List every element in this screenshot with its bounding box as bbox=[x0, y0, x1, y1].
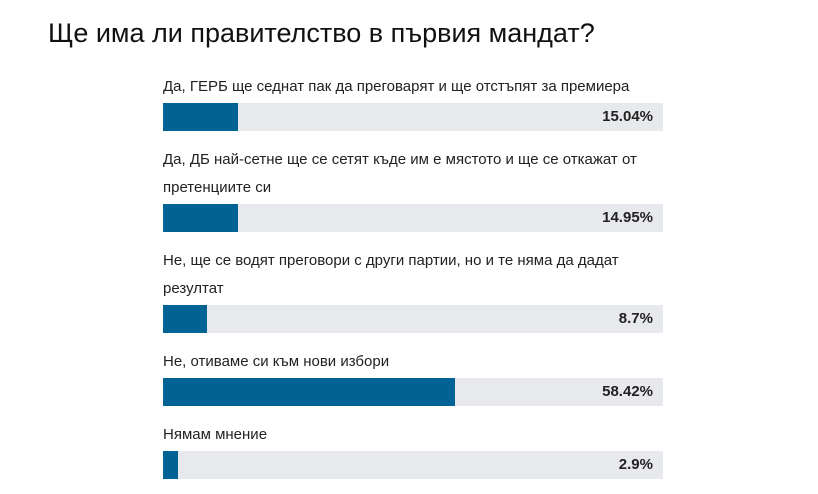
bar-track: 14.95% bbox=[163, 204, 663, 232]
option-label: Да, ДБ най-сетне ще се сетят къде им е м… bbox=[163, 151, 637, 196]
poll: Да, ГЕРБ ще седнат пак да преговарят и щ… bbox=[163, 73, 663, 494]
option-label: Да, ГЕРБ ще седнат пак да преговарят и щ… bbox=[163, 78, 630, 95]
bar bbox=[163, 451, 178, 479]
value-label: 14.95% bbox=[602, 209, 653, 226]
bar-track: 8.7% bbox=[163, 305, 663, 333]
bar-track: 58.42% bbox=[163, 378, 663, 406]
bar bbox=[163, 103, 239, 131]
bar-track: 2.9% bbox=[163, 451, 663, 479]
option-label: Не, отиваме си към нови избори bbox=[163, 353, 390, 370]
value-label: 2.9% bbox=[618, 456, 653, 473]
bar-track: 15.04% bbox=[163, 103, 663, 131]
poll-option: Да, ГЕРБ ще седнат пак да преговарят и щ… bbox=[163, 73, 663, 131]
poll-option: Не, ще се водят преговори с други партии… bbox=[163, 247, 663, 333]
value-label: 8.7% bbox=[618, 310, 653, 327]
option-label: Не, ще се водят преговори с други партии… bbox=[163, 252, 619, 297]
bar bbox=[163, 305, 207, 333]
poll-option: Да, ДБ най-сетне ще се сетят къде им е м… bbox=[163, 146, 663, 232]
poll-option: Нямам мнение 2.9% bbox=[163, 421, 663, 479]
bar bbox=[163, 204, 238, 232]
option-label: Нямам мнение bbox=[163, 426, 268, 443]
poll-title: Ще има ли правителство в първия мандат? bbox=[48, 18, 595, 48]
value-label: 58.42% bbox=[602, 383, 653, 400]
bar bbox=[163, 378, 456, 406]
value-label: 15.04% bbox=[602, 108, 653, 125]
poll-option: Не, отиваме си към нови избори 58.42% bbox=[163, 348, 663, 406]
